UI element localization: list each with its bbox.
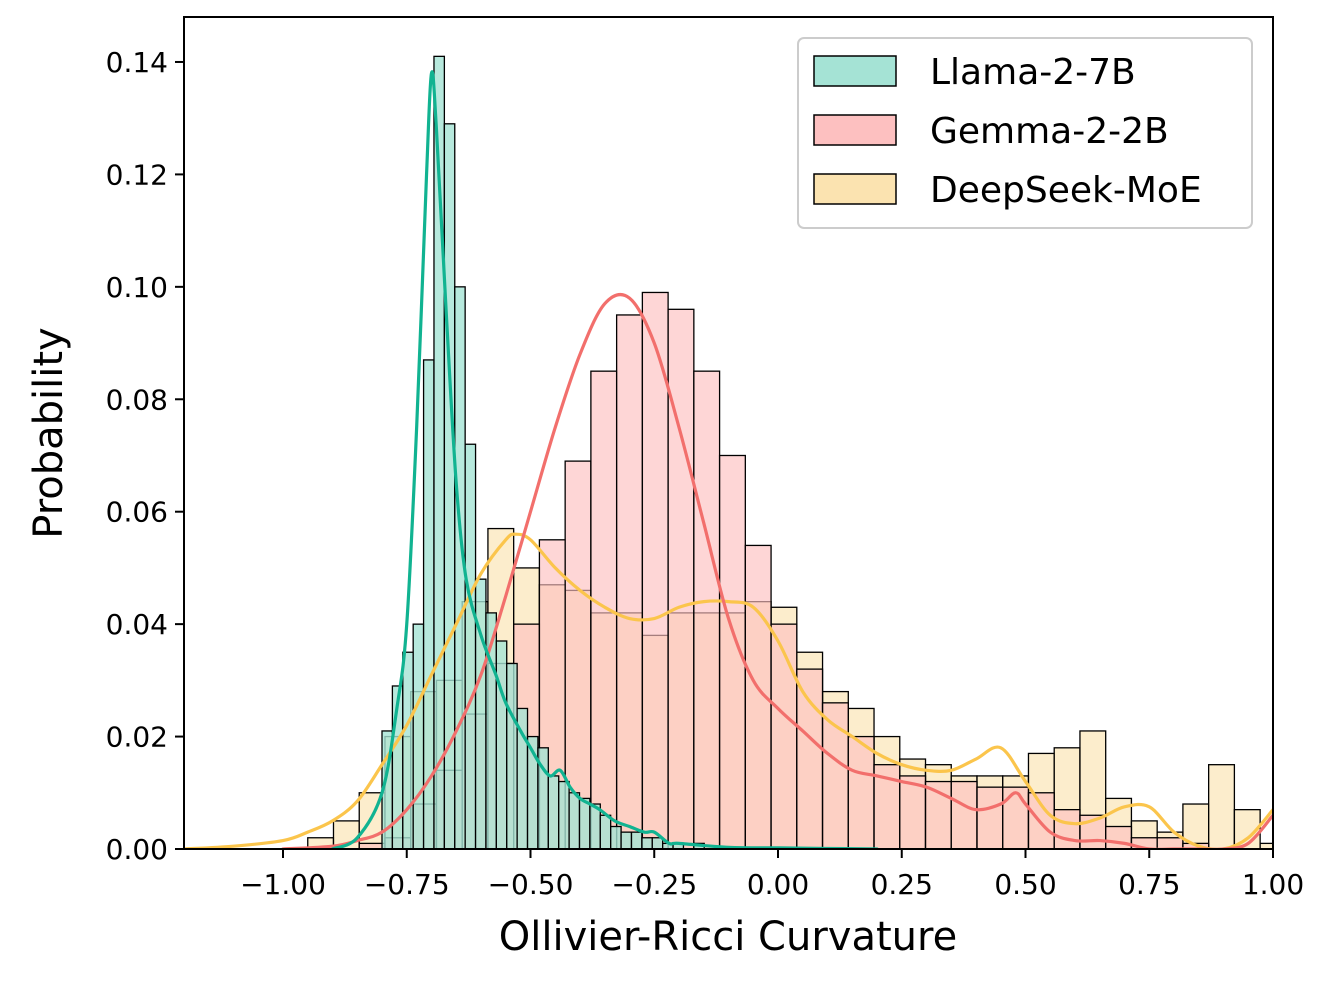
legend-label-llama: Llama-2-7B — [930, 52, 1136, 93]
y-tick-label: 0.14 — [106, 46, 168, 79]
bar — [495, 640, 508, 849]
series-gemma-2-2b-kde-line — [281, 292, 1273, 849]
series-llama-2-7b-kde-line — [330, 70, 879, 849]
x-tick-label: 0.50 — [994, 868, 1056, 901]
bar — [770, 623, 798, 849]
x-tick-label: −1.00 — [240, 868, 326, 901]
legend-swatch-gemma — [813, 114, 897, 146]
bar — [620, 831, 633, 849]
bar — [1053, 809, 1081, 849]
bar — [615, 314, 644, 849]
x-tick-label: −0.50 — [488, 868, 574, 901]
bar — [641, 837, 653, 849]
x-tick-label: 0.25 — [871, 868, 933, 901]
x-tick-label: 0.75 — [1118, 868, 1180, 901]
bar — [976, 786, 1004, 849]
x-tick-label: −0.75 — [364, 868, 450, 901]
bar — [1002, 786, 1030, 849]
x-tick-label: 0.00 — [747, 868, 809, 901]
bar — [568, 792, 581, 849]
legend: Llama-2-7B Gemma-2-2B DeepSeek-MoE — [797, 37, 1253, 229]
bar — [667, 308, 695, 849]
y-tick-label: 0.00 — [106, 833, 168, 866]
y-tick-label: 0.10 — [106, 271, 168, 304]
legend-frame — [797, 37, 1253, 229]
bars-layer — [307, 55, 1312, 849]
bar — [1286, 843, 1312, 849]
bar — [1259, 842, 1273, 849]
bar — [464, 443, 477, 849]
bar — [693, 370, 721, 849]
bar — [651, 837, 664, 849]
x-axis: −1.00 −0.75 −0.50 −0.25 0.00 0.25 0.50 0.75 1.00 — [240, 849, 1304, 901]
bar — [1156, 837, 1184, 849]
y-axis: 0.00 0.02 0.04 0.06 0.08 0.10 0.12 0.14 — [106, 46, 184, 866]
bar — [1027, 792, 1055, 849]
bar — [718, 454, 746, 849]
y-axis-label: Probability — [26, 327, 72, 538]
bar — [610, 825, 622, 849]
y-tick-label: 0.12 — [106, 158, 168, 191]
y-tick-label: 0.06 — [106, 496, 168, 529]
bar — [630, 831, 643, 849]
y-tick-label: 0.04 — [106, 608, 168, 641]
bar — [547, 775, 560, 849]
x-axis-label: Ollivier-Ricci Curvature — [499, 914, 957, 960]
bar — [578, 797, 591, 849]
bar — [402, 651, 414, 849]
bar — [796, 668, 824, 849]
bar — [564, 460, 592, 849]
legend-label-deepseek: DeepSeek-MoE — [930, 170, 1202, 211]
bar — [412, 623, 425, 849]
bar — [641, 291, 669, 849]
kde-layer — [184, 70, 1273, 849]
bar — [950, 780, 978, 849]
plot-frame — [183, 16, 1274, 850]
x-tick-label: 1.00 — [1242, 868, 1304, 901]
y-tick-label: 0.08 — [106, 383, 168, 416]
bar — [847, 735, 875, 849]
x-tick-label: −0.25 — [611, 868, 697, 901]
series-deepseek-moe-kde-line — [184, 532, 1273, 849]
bar — [1208, 764, 1236, 849]
legend-swatch-llama — [813, 55, 897, 87]
bar — [506, 662, 518, 849]
y-tick-label: 0.02 — [106, 721, 168, 754]
legend-swatch-deepseek — [813, 173, 897, 205]
bar — [599, 814, 612, 849]
bar — [558, 780, 570, 849]
legend-label-gemma: Gemma-2-2B — [930, 111, 1169, 152]
